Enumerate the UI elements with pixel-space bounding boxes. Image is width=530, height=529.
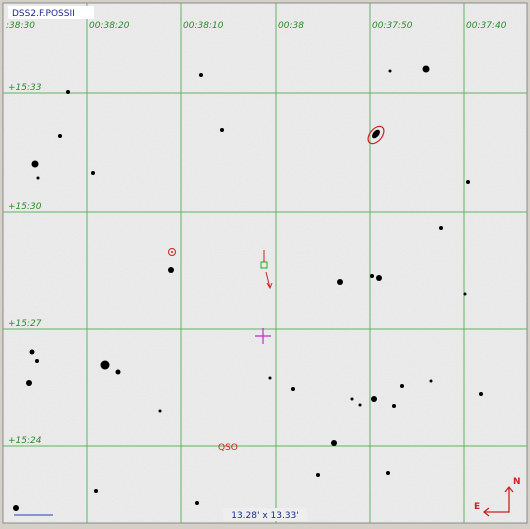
star bbox=[463, 292, 467, 296]
star bbox=[350, 397, 354, 401]
field-size-bg bbox=[223, 508, 307, 521]
star bbox=[115, 369, 121, 375]
compass bbox=[482, 485, 514, 517]
star bbox=[91, 171, 95, 175]
star bbox=[331, 440, 337, 446]
star bbox=[58, 134, 62, 138]
star bbox=[36, 176, 40, 180]
source-marker[interactable] bbox=[168, 248, 176, 256]
dec-label: +15:30 bbox=[8, 202, 42, 212]
star bbox=[220, 128, 224, 132]
star bbox=[31, 160, 39, 168]
star bbox=[168, 267, 174, 273]
star bbox=[466, 180, 470, 184]
image-noise bbox=[3, 3, 527, 523]
ra-label: 00:37:40 bbox=[466, 21, 507, 31]
star bbox=[370, 274, 374, 278]
star bbox=[94, 489, 98, 493]
center-cross bbox=[255, 328, 271, 344]
coordinate-grid bbox=[3, 3, 527, 523]
star bbox=[400, 384, 404, 388]
star bbox=[100, 360, 110, 370]
star bbox=[268, 376, 272, 380]
star bbox=[199, 73, 203, 77]
star bbox=[358, 403, 362, 407]
star bbox=[376, 275, 382, 281]
star bbox=[386, 471, 390, 475]
star bbox=[35, 359, 39, 363]
ra-label: 00:38:20 bbox=[89, 21, 130, 31]
star bbox=[392, 404, 396, 408]
star bbox=[422, 65, 430, 73]
star bbox=[291, 387, 295, 391]
star bbox=[26, 380, 32, 386]
star bbox=[479, 392, 483, 396]
ra-label: 00:38 bbox=[278, 21, 304, 31]
proper-motion-arrow bbox=[263, 250, 273, 290]
star bbox=[371, 396, 377, 402]
ra-label: 00:38:10 bbox=[183, 21, 224, 31]
star bbox=[372, 129, 380, 139]
ra-label: 00:37:50 bbox=[372, 21, 413, 31]
star bbox=[195, 501, 199, 505]
star bbox=[66, 90, 70, 94]
ra-label: :38:30 bbox=[6, 21, 35, 31]
star bbox=[388, 69, 392, 73]
source-ellipse[interactable] bbox=[365, 123, 387, 146]
star bbox=[13, 505, 19, 511]
star bbox=[158, 409, 162, 413]
star bbox=[337, 279, 343, 285]
star bbox=[429, 379, 433, 383]
star bbox=[439, 226, 443, 230]
object-label[interactable]: QSO bbox=[218, 443, 238, 453]
dec-label: +15:33 bbox=[8, 83, 42, 93]
dec-label: +15:24 bbox=[8, 436, 42, 446]
field-size: 13.28' x 13.33' bbox=[231, 511, 299, 521]
survey-label: DSS2.F.POSSII bbox=[12, 9, 75, 19]
star bbox=[29, 349, 35, 355]
source-marker-dot bbox=[171, 251, 173, 253]
star bbox=[316, 473, 320, 477]
compass-north: N bbox=[513, 477, 521, 487]
stars bbox=[13, 65, 483, 511]
survey-label-bg bbox=[8, 6, 94, 19]
compass-east: E bbox=[474, 502, 480, 512]
dec-label: +15:27 bbox=[8, 319, 42, 329]
